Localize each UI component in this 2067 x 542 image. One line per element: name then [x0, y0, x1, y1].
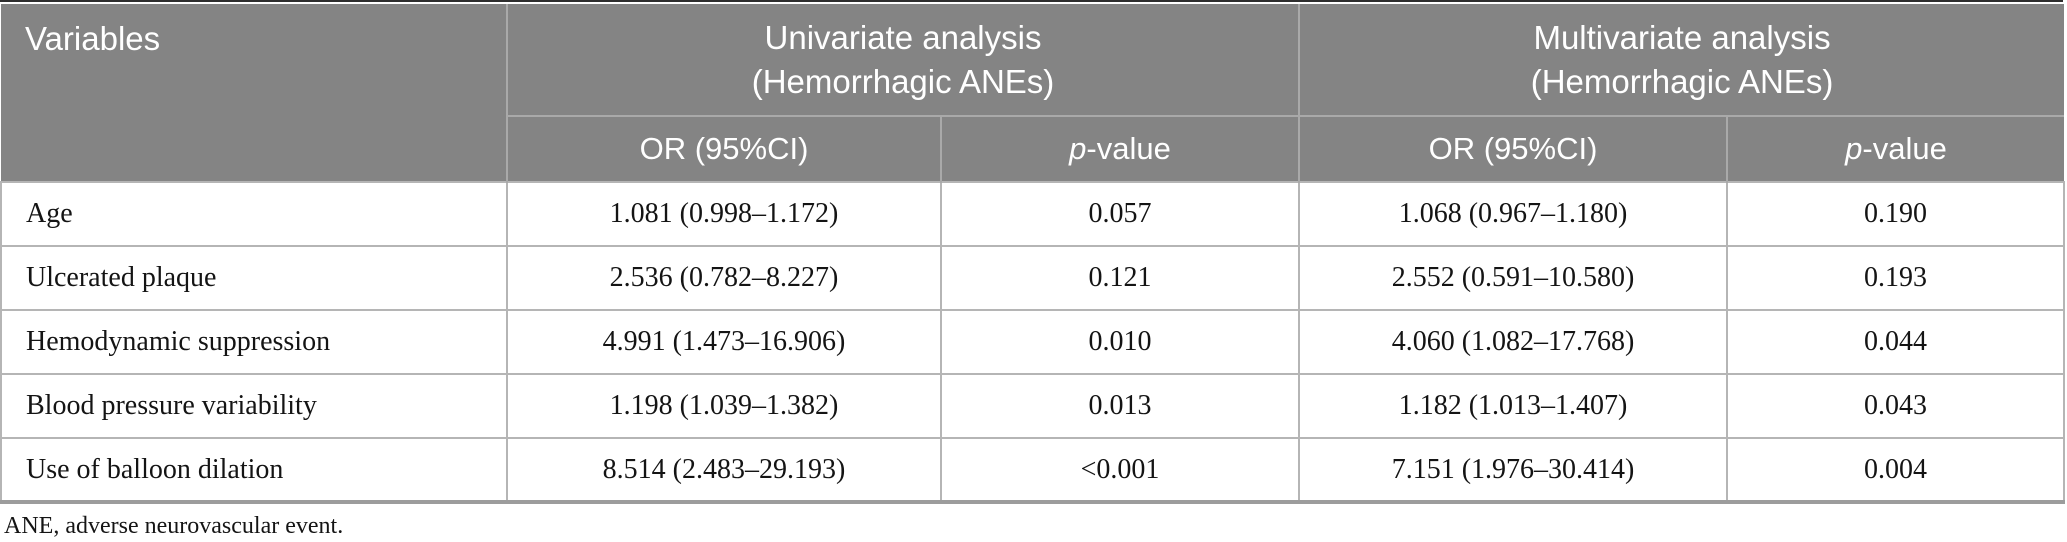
cell-multi-p: 0.044 — [1726, 309, 2066, 375]
multivariate-group-sublabel: (Hemorrhagic ANEs) — [1530, 62, 1834, 100]
table-body: Age 1.081 (0.998–1.172) 0.057 1.068 (0.9… — [0, 181, 2066, 504]
p-value-suffix: -value — [1862, 131, 1947, 166]
cell-uni-p: 0.121 — [939, 245, 1301, 311]
cell-variable: Hemodynamic suppression — [0, 309, 508, 375]
cell-multi-or: 1.182 (1.013–1.407) — [1298, 373, 1729, 439]
univariate-group-label: Univariate analysis — [764, 18, 1042, 56]
cell-multi-p: 0.190 — [1726, 181, 2066, 247]
cell-uni-or: 1.198 (1.039–1.382) — [506, 373, 942, 439]
cell-uni-or: 2.536 (0.782–8.227) — [506, 245, 942, 311]
cell-variable: Blood pressure variability — [0, 373, 508, 439]
header-group-row: Variables Univariate analysis (Hemorrhag… — [1, 4, 2065, 182]
regression-results-table: Variables Univariate analysis (Hemorrhag… — [0, 4, 2066, 504]
table-footnote: ANE, adverse neurovascular event. — [4, 513, 344, 539]
column-header-multi-or: OR (95%CI) — [1298, 116, 1728, 182]
table-row: Use of balloon dilation 8.514 (2.483–29.… — [0, 437, 2066, 504]
cell-multi-or: 2.552 (0.591–10.580) — [1298, 245, 1729, 311]
cell-multi-or: 1.068 (0.967–1.180) — [1298, 181, 1729, 247]
cell-uni-p: 0.057 — [939, 181, 1301, 247]
p-value-italic: p — [1845, 131, 1863, 166]
table-row: Ulcerated plaque 2.536 (0.782–8.227) 0.1… — [0, 245, 2066, 311]
cell-multi-or: 4.060 (1.082–17.768) — [1298, 309, 1729, 375]
column-header-multi-p: p-value — [1726, 116, 2065, 182]
cell-multi-p: 0.004 — [1726, 437, 2066, 504]
cell-multi-p: 0.193 — [1726, 245, 2066, 311]
cell-uni-or: 8.514 (2.483–29.193) — [506, 437, 942, 504]
cell-multi-or: 7.151 (1.976–30.414) — [1298, 437, 1729, 504]
cell-variable: Age — [0, 181, 508, 247]
cell-uni-or: 4.991 (1.473–16.906) — [506, 309, 942, 375]
cell-multi-p: 0.043 — [1726, 373, 2066, 439]
column-group-multivariate: Multivariate analysis (Hemorrhagic ANEs) — [1298, 4, 2065, 117]
table-row: Hemodynamic suppression 4.991 (1.473–16.… — [0, 309, 2066, 375]
cell-variable: Ulcerated plaque — [0, 245, 508, 311]
table-row: Age 1.081 (0.998–1.172) 0.057 1.068 (0.9… — [0, 181, 2066, 247]
cell-uni-p: 0.013 — [939, 373, 1301, 439]
univariate-group-sublabel: (Hemorrhagic ANEs) — [751, 62, 1055, 100]
multivariate-group-label: Multivariate analysis — [1533, 18, 1831, 56]
cell-uni-or: 1.081 (0.998–1.172) — [506, 181, 942, 247]
table-top-rule — [0, 0, 2063, 2]
column-header-variables: Variables — [1, 4, 508, 182]
p-value-suffix: -value — [1086, 131, 1171, 166]
header-sub-row: OR (95%CI) p-value OR (95%CI) p-value — [1, 116, 2065, 182]
cell-uni-p: 0.010 — [939, 309, 1301, 375]
column-header-uni-or: OR (95%CI) — [506, 116, 941, 182]
cell-variable: Use of balloon dilation — [0, 437, 508, 504]
table-row: Blood pressure variability 1.198 (1.039–… — [0, 373, 2066, 439]
column-header-uni-p: p-value — [939, 116, 1300, 182]
cell-uni-p: <0.001 — [939, 437, 1301, 504]
column-group-univariate: Univariate analysis (Hemorrhagic ANEs) — [505, 4, 1300, 117]
p-value-italic: p — [1069, 131, 1087, 166]
table-header: Variables Univariate analysis (Hemorrhag… — [1, 4, 2065, 182]
